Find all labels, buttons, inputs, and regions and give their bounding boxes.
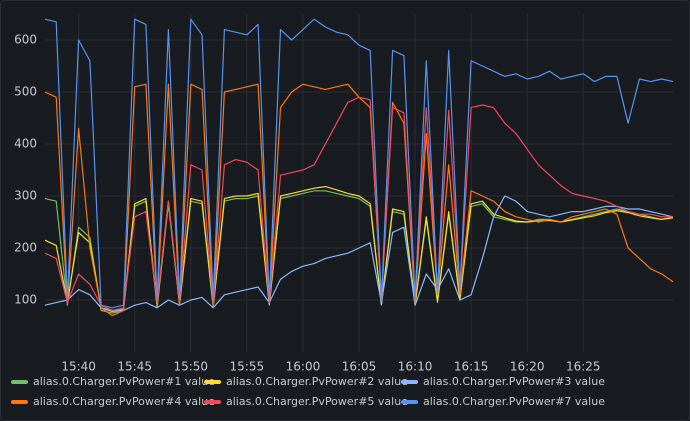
x-tick-label: 16:15 (454, 360, 489, 374)
y-tick-label: 400 (14, 137, 37, 151)
y-tick-label: 100 (14, 293, 37, 307)
x-tick-label: 16:25 (566, 360, 601, 374)
series-line (44, 195, 674, 311)
legend-label: alias.0.Charger.PvPower#2 value (226, 375, 408, 388)
x-tick-label: 16:10 (398, 360, 433, 374)
y-tick-label: 500 (14, 85, 37, 99)
series-line (44, 96, 673, 311)
x-tick-label: 15:55 (230, 360, 265, 374)
legend-label: alias.0.Charger.PvPower#4 value (33, 395, 215, 408)
x-tick-label: 15:50 (173, 360, 208, 374)
y-tick-label: 600 (14, 33, 37, 47)
legend-label: alias.0.Charger.PvPower#3 value (423, 375, 605, 388)
legend-label: alias.0.Charger.PvPower#7 value (423, 395, 605, 408)
legend-label: alias.0.Charger.PvPower#5 value (226, 395, 408, 408)
x-tick-label: 16:05 (342, 360, 377, 374)
series-line (44, 18, 674, 309)
x-tick-label: 16:20 (510, 360, 545, 374)
x-tick-label: 15:40 (61, 360, 96, 374)
legend-label: alias.0.Charger.PvPower#1 value (33, 375, 215, 388)
x-tick-label: 15:45 (117, 360, 152, 374)
y-tick-label: 200 (14, 241, 37, 255)
series-line (44, 186, 674, 312)
y-tick-label: 300 (14, 189, 37, 203)
x-tick-label: 16:00 (286, 360, 321, 374)
